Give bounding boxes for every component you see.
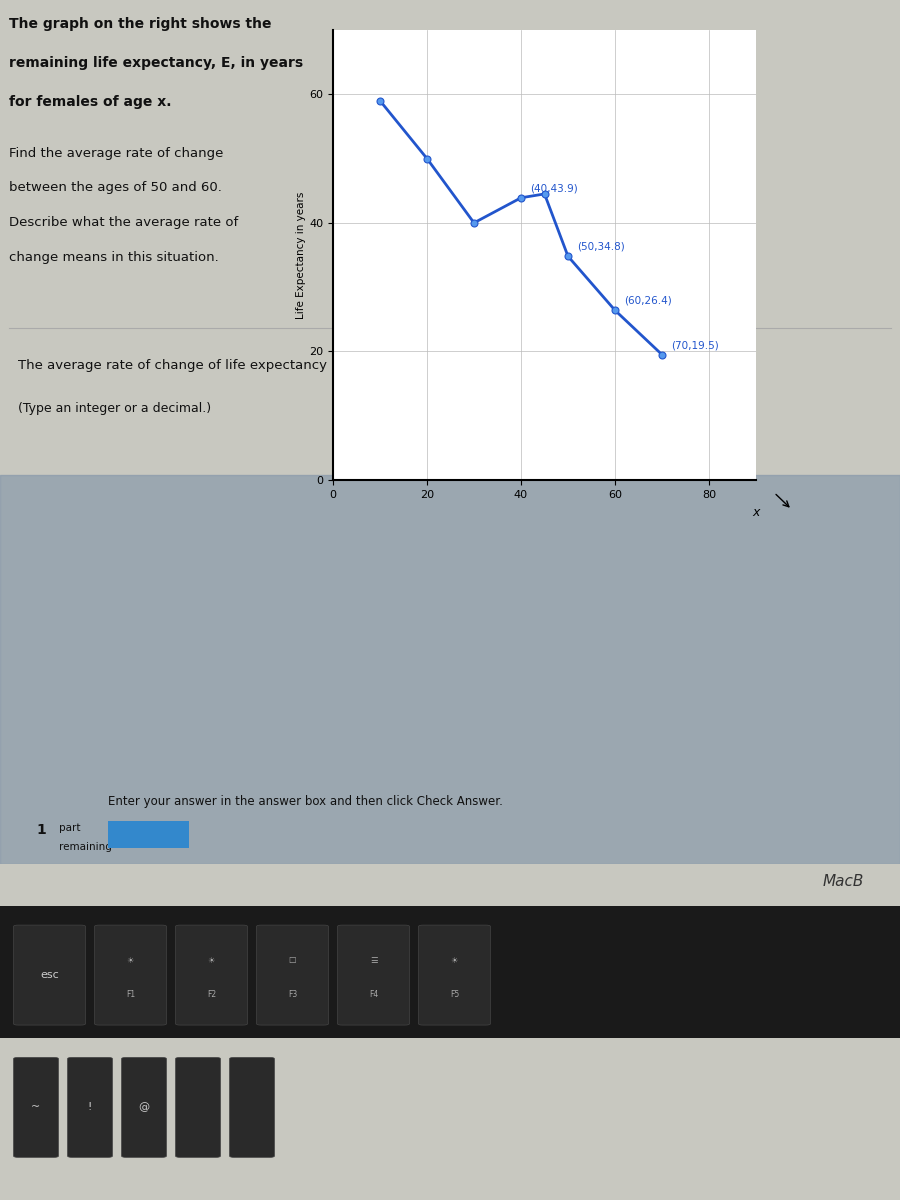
Text: ~: ~ [32, 1103, 40, 1112]
Text: part: part [58, 822, 80, 833]
Text: ☰: ☰ [370, 956, 377, 965]
Text: Find the average rate of change: Find the average rate of change [9, 146, 223, 160]
Text: @: @ [139, 1103, 149, 1112]
Text: Describe what the average rate of: Describe what the average rate of [9, 216, 238, 229]
FancyBboxPatch shape [122, 1057, 166, 1157]
Point [373, 91, 387, 110]
FancyBboxPatch shape [14, 925, 86, 1025]
Y-axis label: Life Expectancy in years: Life Expectancy in years [296, 191, 306, 319]
FancyBboxPatch shape [256, 925, 328, 1025]
Text: !: ! [88, 1103, 92, 1112]
FancyBboxPatch shape [338, 925, 410, 1025]
FancyBboxPatch shape [230, 1057, 274, 1157]
Point [514, 188, 528, 208]
Text: 1: 1 [36, 822, 46, 836]
Text: x: x [752, 505, 760, 518]
Point [467, 214, 482, 233]
FancyBboxPatch shape [14, 1057, 58, 1157]
FancyBboxPatch shape [176, 925, 248, 1025]
Text: Enter your answer in the answer box and then click Check Answer.: Enter your answer in the answer box and … [108, 794, 503, 808]
Text: between the ages of 50 and 60.: between the ages of 50 and 60. [9, 181, 222, 194]
Text: for females of age x.: for females of age x. [9, 95, 172, 109]
Text: ☀: ☀ [208, 956, 215, 965]
Text: ☐: ☐ [289, 956, 296, 965]
Point [608, 301, 622, 320]
Text: The graph on the right shows the: The graph on the right shows the [9, 17, 272, 31]
FancyBboxPatch shape [94, 925, 166, 1025]
Text: remaining: remaining [58, 842, 112, 852]
Text: The average rate of change of life expectancy between the ages of 50 and 60 is □: The average rate of change of life expec… [18, 359, 576, 372]
Text: remaining life expectancy, E, in years: remaining life expectancy, E, in years [9, 56, 303, 70]
Text: F2: F2 [207, 990, 216, 998]
FancyBboxPatch shape [176, 1057, 220, 1157]
Text: F5: F5 [450, 990, 459, 998]
Point [537, 185, 552, 204]
Text: (40,43.9): (40,43.9) [530, 184, 578, 193]
FancyBboxPatch shape [68, 1057, 112, 1157]
Bar [0, 906, 900, 1038]
Bar [108, 821, 189, 848]
Text: (70,19.5): (70,19.5) [671, 341, 719, 350]
Text: change means in this situation.: change means in this situation. [9, 251, 219, 264]
Text: ☀: ☀ [127, 956, 134, 965]
Point [561, 247, 575, 266]
Text: F1: F1 [126, 990, 135, 998]
Text: MacB: MacB [823, 875, 864, 889]
Text: ☀: ☀ [451, 956, 458, 965]
Text: F3: F3 [288, 990, 297, 998]
Point [655, 346, 670, 365]
Point [419, 149, 434, 168]
Text: (60,26.4): (60,26.4) [625, 296, 672, 306]
Text: (Type an integer or a decimal.): (Type an integer or a decimal.) [18, 402, 212, 415]
Text: esc: esc [40, 970, 58, 980]
Text: F4: F4 [369, 990, 378, 998]
Text: (50,34.8): (50,34.8) [578, 242, 626, 252]
FancyBboxPatch shape [418, 925, 490, 1025]
